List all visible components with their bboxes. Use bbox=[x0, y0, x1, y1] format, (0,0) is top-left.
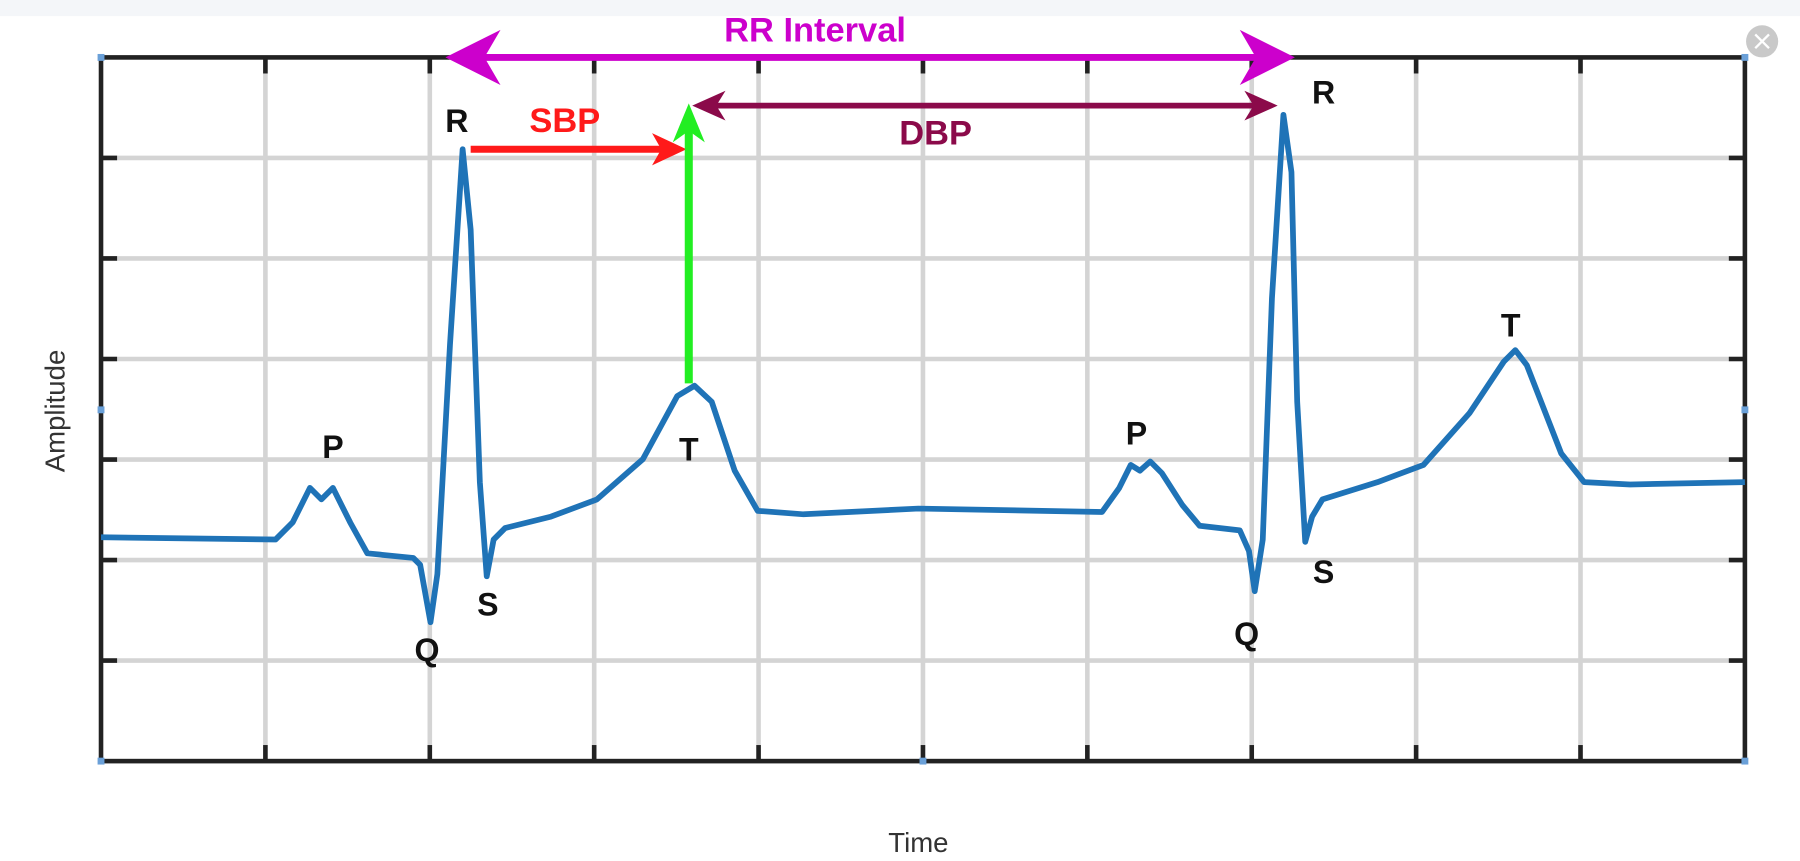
wave-label: R bbox=[445, 103, 468, 139]
sbp-arrow bbox=[470, 133, 687, 166]
ticks bbox=[97, 53, 1749, 765]
handle bbox=[1741, 757, 1749, 765]
handle bbox=[97, 757, 105, 765]
x-axis-label: Time bbox=[888, 827, 948, 858]
wave-label: Q bbox=[415, 632, 440, 668]
wave-label: S bbox=[477, 586, 498, 622]
rr-label: RR Interval bbox=[724, 11, 906, 49]
wave-label: P bbox=[322, 429, 343, 465]
handle bbox=[1741, 406, 1749, 414]
wave-label: Q bbox=[1234, 616, 1259, 652]
handle bbox=[919, 757, 927, 765]
ecg-trace bbox=[100, 111, 1745, 626]
close-icon[interactable] bbox=[1746, 25, 1779, 58]
wave-label: T bbox=[1501, 307, 1521, 343]
wave-label: S bbox=[1313, 554, 1334, 590]
handle bbox=[97, 53, 105, 61]
dbp-arrow bbox=[692, 90, 1278, 121]
rr-arrow bbox=[445, 29, 1295, 85]
wave-label: R bbox=[1312, 74, 1335, 110]
y-axis-label: Amplitude bbox=[39, 350, 70, 473]
handle bbox=[97, 406, 105, 414]
sbp-label: SBP bbox=[529, 102, 600, 140]
wave-label: T bbox=[679, 431, 699, 467]
vertical-arrow bbox=[672, 103, 705, 384]
top-strip bbox=[0, 0, 1800, 17]
wave-label: P bbox=[1126, 415, 1147, 451]
handle bbox=[1741, 53, 1749, 61]
dbp-label: DBP bbox=[899, 115, 972, 153]
grid bbox=[101, 57, 1745, 762]
